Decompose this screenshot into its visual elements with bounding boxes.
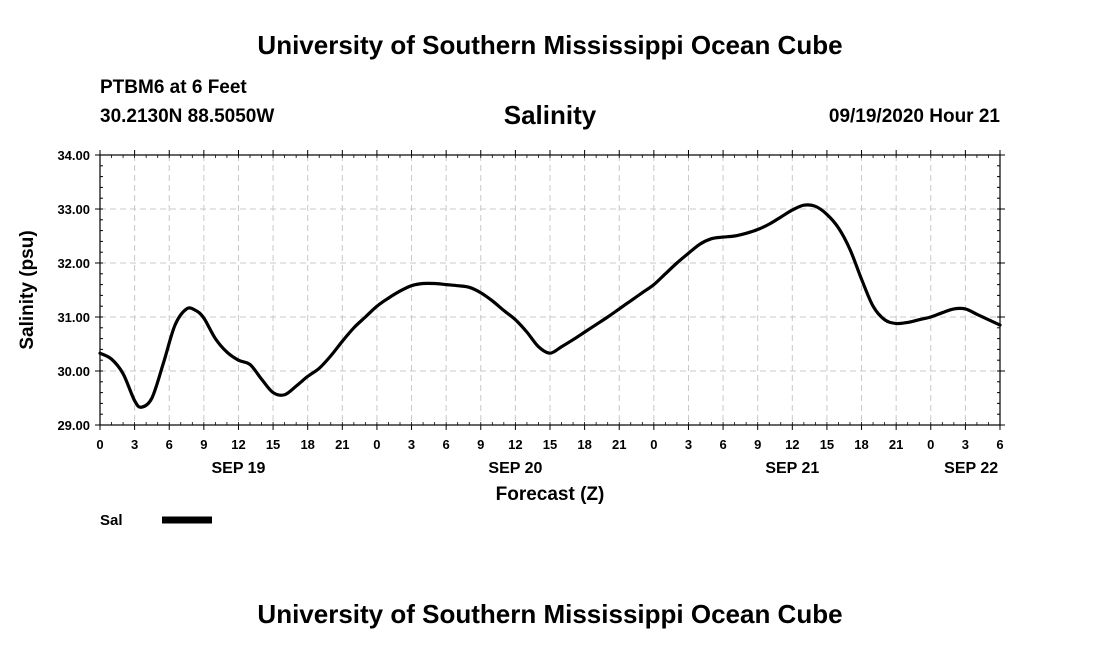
y-tick-label: 34.00 bbox=[57, 148, 90, 163]
x-tick-label: 6 bbox=[166, 437, 173, 452]
x-tick-label: 9 bbox=[200, 437, 207, 452]
x-tick-label: 21 bbox=[335, 437, 349, 452]
x-tick-label: 6 bbox=[443, 437, 450, 452]
station-label: PTBM6 at 6 Feet bbox=[100, 77, 247, 98]
forecast-datetime: 09/19/2020 Hour 21 bbox=[828, 106, 1000, 127]
legend: Sal bbox=[100, 512, 212, 529]
x-tick-label: 9 bbox=[477, 437, 484, 452]
x-tick-label: 12 bbox=[508, 437, 522, 452]
series-layer bbox=[98, 203, 1002, 409]
date-label: SEP 20 bbox=[488, 460, 542, 477]
x-tick-label: 12 bbox=[785, 437, 799, 452]
y-tick-label: 31.00 bbox=[57, 310, 90, 325]
x-tick-label: 0 bbox=[373, 437, 380, 452]
y-tick-label: 30.00 bbox=[57, 364, 90, 379]
x-tick-label: 3 bbox=[962, 437, 969, 452]
x-tick-label: 3 bbox=[131, 437, 138, 452]
x-tick-label: 0 bbox=[650, 437, 657, 452]
x-tick-label: 6 bbox=[996, 437, 1003, 452]
x-tick-label: 0 bbox=[96, 437, 103, 452]
x-tick-label: 9 bbox=[754, 437, 761, 452]
x-tick-label: 15 bbox=[820, 437, 834, 452]
y-axis-label: Salinity (psu) bbox=[17, 230, 38, 349]
x-axis-label: Forecast (Z) bbox=[496, 484, 605, 505]
date-label: SEP 22 bbox=[944, 460, 998, 477]
y-tick-label: 29.00 bbox=[57, 418, 90, 433]
x-tick-label: 0 bbox=[927, 437, 934, 452]
axis-labels: 29.00 30.00 31.00 32.00 33.00 34.00 0 3 6 9 12 15 18… bbox=[57, 148, 1003, 477]
station-coordinates: 30.2130N 88.5050W bbox=[100, 106, 275, 127]
date-label: SEP 21 bbox=[765, 460, 819, 477]
x-tick-label: 15 bbox=[543, 437, 557, 452]
series-line-sal bbox=[98, 203, 1002, 409]
x-tick-label: 18 bbox=[300, 437, 314, 452]
x-tick-label: 3 bbox=[408, 437, 415, 452]
legend-label: Sal bbox=[100, 512, 123, 529]
chart-title: Salinity bbox=[503, 100, 597, 130]
x-tick-label: 6 bbox=[719, 437, 726, 452]
plot-frame bbox=[95, 150, 1005, 430]
x-tick-label: 18 bbox=[577, 437, 591, 452]
x-tick-label: 18 bbox=[854, 437, 868, 452]
x-tick-label: 12 bbox=[231, 437, 245, 452]
date-label: SEP 19 bbox=[211, 460, 265, 477]
grid-lines bbox=[100, 155, 1000, 425]
footer-title: University of Southern Mississippi Ocean… bbox=[257, 599, 843, 629]
x-tick-label: 3 bbox=[685, 437, 692, 452]
x-tick-label: 21 bbox=[612, 437, 626, 452]
x-tick-label: 21 bbox=[889, 437, 903, 452]
page-title: University of Southern Mississippi Ocean… bbox=[257, 30, 843, 60]
y-tick-label: 33.00 bbox=[57, 202, 90, 217]
y-tick-label: 32.00 bbox=[57, 256, 90, 271]
x-tick-label: 15 bbox=[266, 437, 280, 452]
